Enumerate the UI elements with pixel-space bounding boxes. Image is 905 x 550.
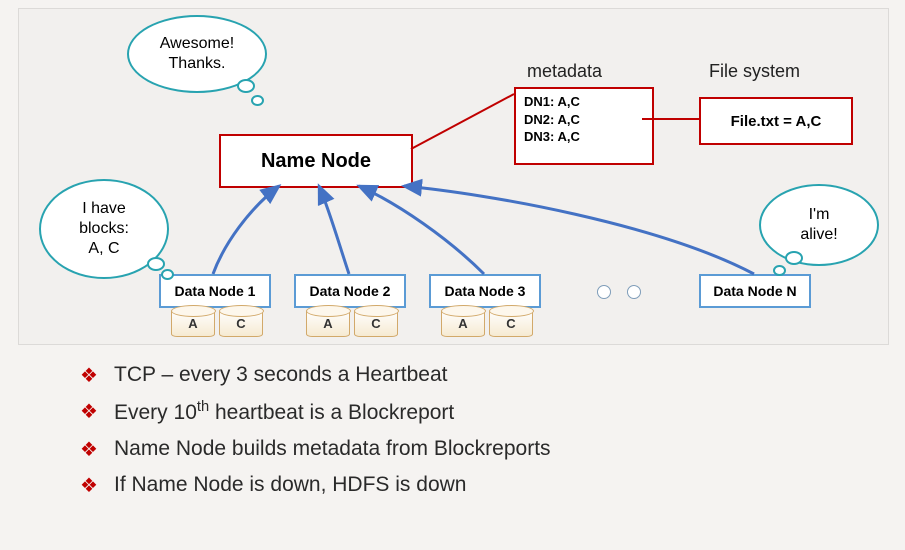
data-node-3: Data Node 3 xyxy=(429,274,541,308)
bullet-item: If Name Node is down, HDFS is down xyxy=(80,467,905,503)
block-cylinder: C xyxy=(219,309,263,337)
name-node-box: Name Node xyxy=(219,134,413,188)
data-node-2: Data Node 2 xyxy=(294,274,406,308)
data-node-1: Data Node 1 xyxy=(159,274,271,308)
ellipsis-dot xyxy=(597,285,611,299)
metadata-line: DN1: A,C xyxy=(524,93,644,111)
bubble-tail xyxy=(785,251,803,265)
metadata-label: metadata xyxy=(527,61,602,82)
hdfs-diagram: metadata File system Name Node DN1: A,C … xyxy=(18,8,889,345)
block-cylinder: A xyxy=(171,309,215,337)
metadata-box: DN1: A,C DN2: A,C DN3: A,C xyxy=(514,87,654,165)
bubble-tail xyxy=(161,269,174,280)
bubble-tail xyxy=(773,265,786,276)
block-cylinder: C xyxy=(354,309,398,337)
metadata-line: DN3: A,C xyxy=(524,128,644,146)
bubble-tail xyxy=(147,257,165,271)
bullet-item: Name Node builds metadata from Blockrepo… xyxy=(80,431,905,467)
filesystem-box: File.txt = A,C xyxy=(699,97,853,145)
bullet-item: TCP – every 3 seconds a Heartbeat xyxy=(80,357,905,393)
block-cylinder: A xyxy=(441,309,485,337)
speech-bubble-alive: I'malive! xyxy=(759,184,879,266)
ellipsis-dot xyxy=(627,285,641,299)
bullet-sup: th xyxy=(197,399,209,415)
bullet-list: TCP – every 3 seconds a Heartbeat Every … xyxy=(40,357,905,503)
block-cylinder: A xyxy=(306,309,350,337)
metadata-line: DN2: A,C xyxy=(524,111,644,129)
filesystem-label: File system xyxy=(709,61,800,82)
bullet-text: heartbeat is a Blockreport xyxy=(209,401,454,424)
bullet-text: Every 10 xyxy=(114,401,197,424)
bullet-item: Every 10th heartbeat is a Blockreport xyxy=(80,393,905,431)
block-cylinder: C xyxy=(489,309,533,337)
bubble-tail xyxy=(251,95,264,106)
bubble-tail xyxy=(237,79,255,93)
data-node-n: Data Node N xyxy=(699,274,811,308)
